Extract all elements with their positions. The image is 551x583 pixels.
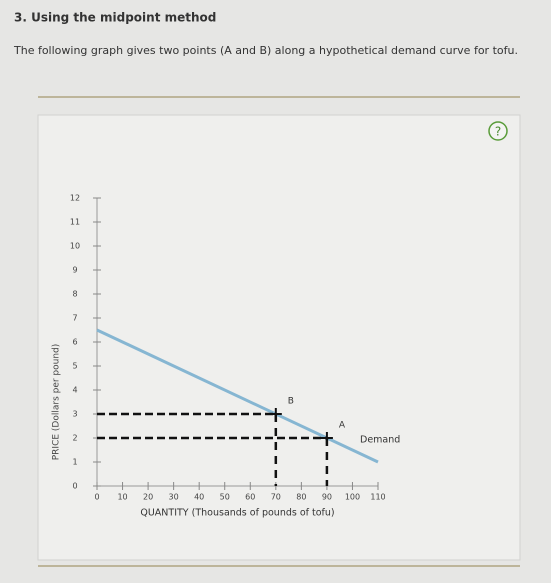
- x-tick-label: 80: [296, 493, 306, 502]
- y-tick-label: 2: [72, 434, 77, 443]
- y-axis-label: PRICE (Dollars per pound): [52, 344, 62, 461]
- x-tick-label: 50: [220, 493, 230, 502]
- y-tick-label: 9: [72, 266, 77, 275]
- help-icon[interactable]: ?: [495, 125, 501, 139]
- help-button[interactable]: [488, 121, 508, 141]
- y-tick-label: 3: [72, 410, 77, 419]
- x-tick-label: 40: [194, 493, 204, 502]
- x-tick-label: 10: [117, 493, 127, 502]
- x-tick-label: 30: [169, 493, 179, 502]
- y-tick-label: 0: [72, 482, 77, 491]
- x-tick-label: 90: [322, 493, 332, 502]
- series-label: Demand: [360, 435, 400, 446]
- x-tick-label: 0: [94, 493, 99, 502]
- point-label: A: [339, 421, 346, 431]
- demand-line: [96, 328, 379, 464]
- point-marker: [320, 432, 333, 444]
- y-tick-label: 11: [70, 218, 80, 227]
- x-tick-label: 20: [143, 493, 153, 502]
- point-label: B: [288, 397, 294, 407]
- question-title: 3. Using the midpoint method: [14, 11, 216, 25]
- y-tick-label: 1: [72, 458, 77, 467]
- y-tick-label: 5: [72, 362, 77, 371]
- point-marker: [269, 408, 282, 420]
- y-tick-label: 10: [70, 242, 80, 251]
- y-tick-label: 4: [72, 386, 77, 395]
- y-tick-label: 8: [72, 290, 77, 299]
- y-tick-label: 6: [72, 338, 77, 347]
- y-tick-label: 12: [70, 194, 80, 203]
- x-tick-label: 60: [245, 493, 255, 502]
- question-prompt: The following graph gives two points (A …: [13, 44, 518, 57]
- y-tick-label: 7: [72, 314, 77, 323]
- x-axis-label: QUANTITY (Thousands of pounds of tofu): [140, 508, 334, 519]
- x-tick-label: 70: [271, 493, 281, 502]
- x-tick-label: 110: [370, 493, 385, 502]
- x-tick-label: 100: [345, 493, 360, 502]
